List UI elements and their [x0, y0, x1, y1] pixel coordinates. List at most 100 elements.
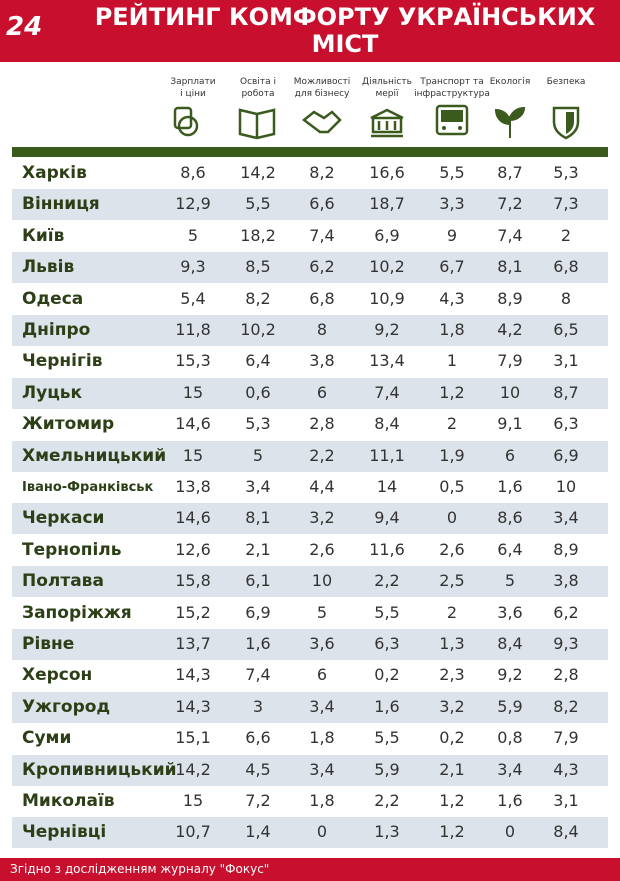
cell-value: 15 [182, 791, 204, 810]
cell-value: 2,2 [309, 445, 335, 465]
cell-value: 12,9 [175, 194, 211, 214]
icon-graphic [435, 104, 469, 136]
cell-value: 1,3 [374, 822, 400, 842]
icon-graphic [238, 108, 276, 140]
cell-value: 3,6 [309, 634, 335, 653]
cell-value: 6,4 [245, 351, 271, 371]
cell-value: 6,3 [553, 414, 579, 434]
row-stripe [12, 377, 608, 409]
cell-value: 3,3 [439, 194, 465, 214]
row-stripe [12, 503, 608, 535]
cell-value: 18,7 [369, 194, 405, 214]
cell-value: 7,4 [245, 665, 271, 685]
cell-value: 6,9 [374, 225, 400, 245]
cell-value: 1,6 [374, 696, 400, 716]
title-line: РЕЙТИНГ КОМФОРТУ УКРАЇНСЬКИХ [94, 3, 596, 31]
cell-value: 2,6 [439, 539, 465, 559]
cell-value: 14,3 [175, 665, 211, 685]
cell-value: 0,8 [497, 728, 523, 748]
city-name: Львів [22, 257, 75, 278]
cell-value: 2,8 [309, 414, 335, 434]
cell-value: 5 [316, 602, 328, 622]
cell-value: 14,2 [240, 163, 276, 182]
row-stripe [12, 315, 608, 346]
cell-value: 11,8 [175, 320, 211, 339]
cell-value: 7,9 [497, 351, 523, 371]
city-name: Одеса [22, 288, 84, 309]
cell-value: 1,6 [245, 634, 271, 653]
city-name: Ужгород [22, 696, 111, 717]
cell-value: 7,4 [497, 225, 523, 245]
cell-value: 1,9 [439, 445, 465, 465]
row-stripe [12, 566, 608, 598]
cell-value: 10 [555, 477, 577, 496]
cell-value: 2,6 [309, 539, 335, 559]
city-name: Івано-Франківськ [22, 480, 154, 495]
column-header-line: робота [241, 89, 275, 99]
city-name: Запоріжжя [22, 602, 132, 623]
column-header: Екологія [470, 76, 550, 88]
cell-value: 10,2 [240, 320, 276, 339]
city-name: Хмельницький [22, 445, 167, 466]
cell-value: 11,6 [369, 539, 405, 559]
cell-value: 8,6 [180, 163, 206, 182]
row-stripe [12, 629, 608, 660]
cell-value: 0,2 [374, 665, 400, 685]
cell-value: 2,8 [553, 665, 579, 685]
column-header: Зарплати і ціни [153, 76, 233, 100]
cell-value: 8,9 [497, 288, 523, 308]
cell-value: 7,2 [497, 194, 523, 214]
row-stripe [12, 252, 608, 284]
cell-value: 15,3 [175, 351, 211, 371]
cell-value: 13,8 [175, 477, 211, 496]
cell-value: 6,5 [553, 320, 579, 339]
column-header-line: мерії [375, 89, 399, 99]
cell-value: 18,2 [240, 225, 276, 245]
cell-value: 8,2 [245, 288, 271, 308]
cell-value: 8,7 [553, 382, 579, 402]
cell-value: 8,1 [245, 508, 271, 528]
cell-value: 14,6 [175, 508, 211, 528]
cell-value: 3,1 [553, 791, 579, 810]
cell-value: 12,6 [175, 539, 211, 559]
cell-value: 2 [446, 414, 458, 434]
cell-value: 6 [504, 445, 516, 465]
city-name: Черкаси [22, 508, 105, 529]
cell-value: 6,4 [497, 539, 523, 559]
cell-value: 3,4 [553, 508, 579, 528]
city-name: Дніпро [22, 320, 91, 340]
cell-value: 10,7 [175, 822, 211, 842]
cell-value: 3,4 [497, 759, 523, 779]
cell-value: 15,2 [175, 602, 211, 622]
cell-value: 9,3 [180, 257, 206, 277]
column-header-line: Зарплати [170, 77, 216, 87]
cell-value: 8 [560, 288, 572, 308]
cell-value: 10,2 [369, 257, 405, 277]
cell-value: 1,4 [245, 822, 271, 842]
cell-value: 14,6 [175, 414, 211, 434]
logo: 24 [6, 12, 43, 42]
icon-graphic [494, 106, 526, 138]
icon [490, 102, 530, 142]
column-header-line: Транспорт та [420, 77, 484, 87]
title: РЕЙТИНГ КОМФОРТУ УКРАЇНСЬКИХ МІСТ [80, 4, 610, 58]
cell-value: 1,8 [439, 320, 465, 339]
cell-value: 6,2 [553, 602, 579, 622]
cell-value: 8,6 [497, 508, 523, 528]
cell-value: 13,4 [369, 351, 405, 371]
cell-value: 2,5 [439, 571, 465, 591]
cell-value: 7,4 [374, 382, 400, 402]
cell-value: 9,3 [553, 634, 579, 653]
cell-value: 1,6 [497, 477, 523, 496]
city-name: Кропивницький [22, 759, 177, 780]
cell-value: 6,3 [374, 634, 400, 653]
cell-value: 6 [316, 665, 328, 685]
icon [432, 102, 472, 142]
cell-value: 3,4 [309, 759, 335, 779]
column-header: Діяльність мерії [347, 76, 427, 100]
cell-value: 2,1 [245, 539, 271, 559]
row-stripe [12, 440, 608, 472]
cell-value: 5,9 [374, 759, 400, 779]
